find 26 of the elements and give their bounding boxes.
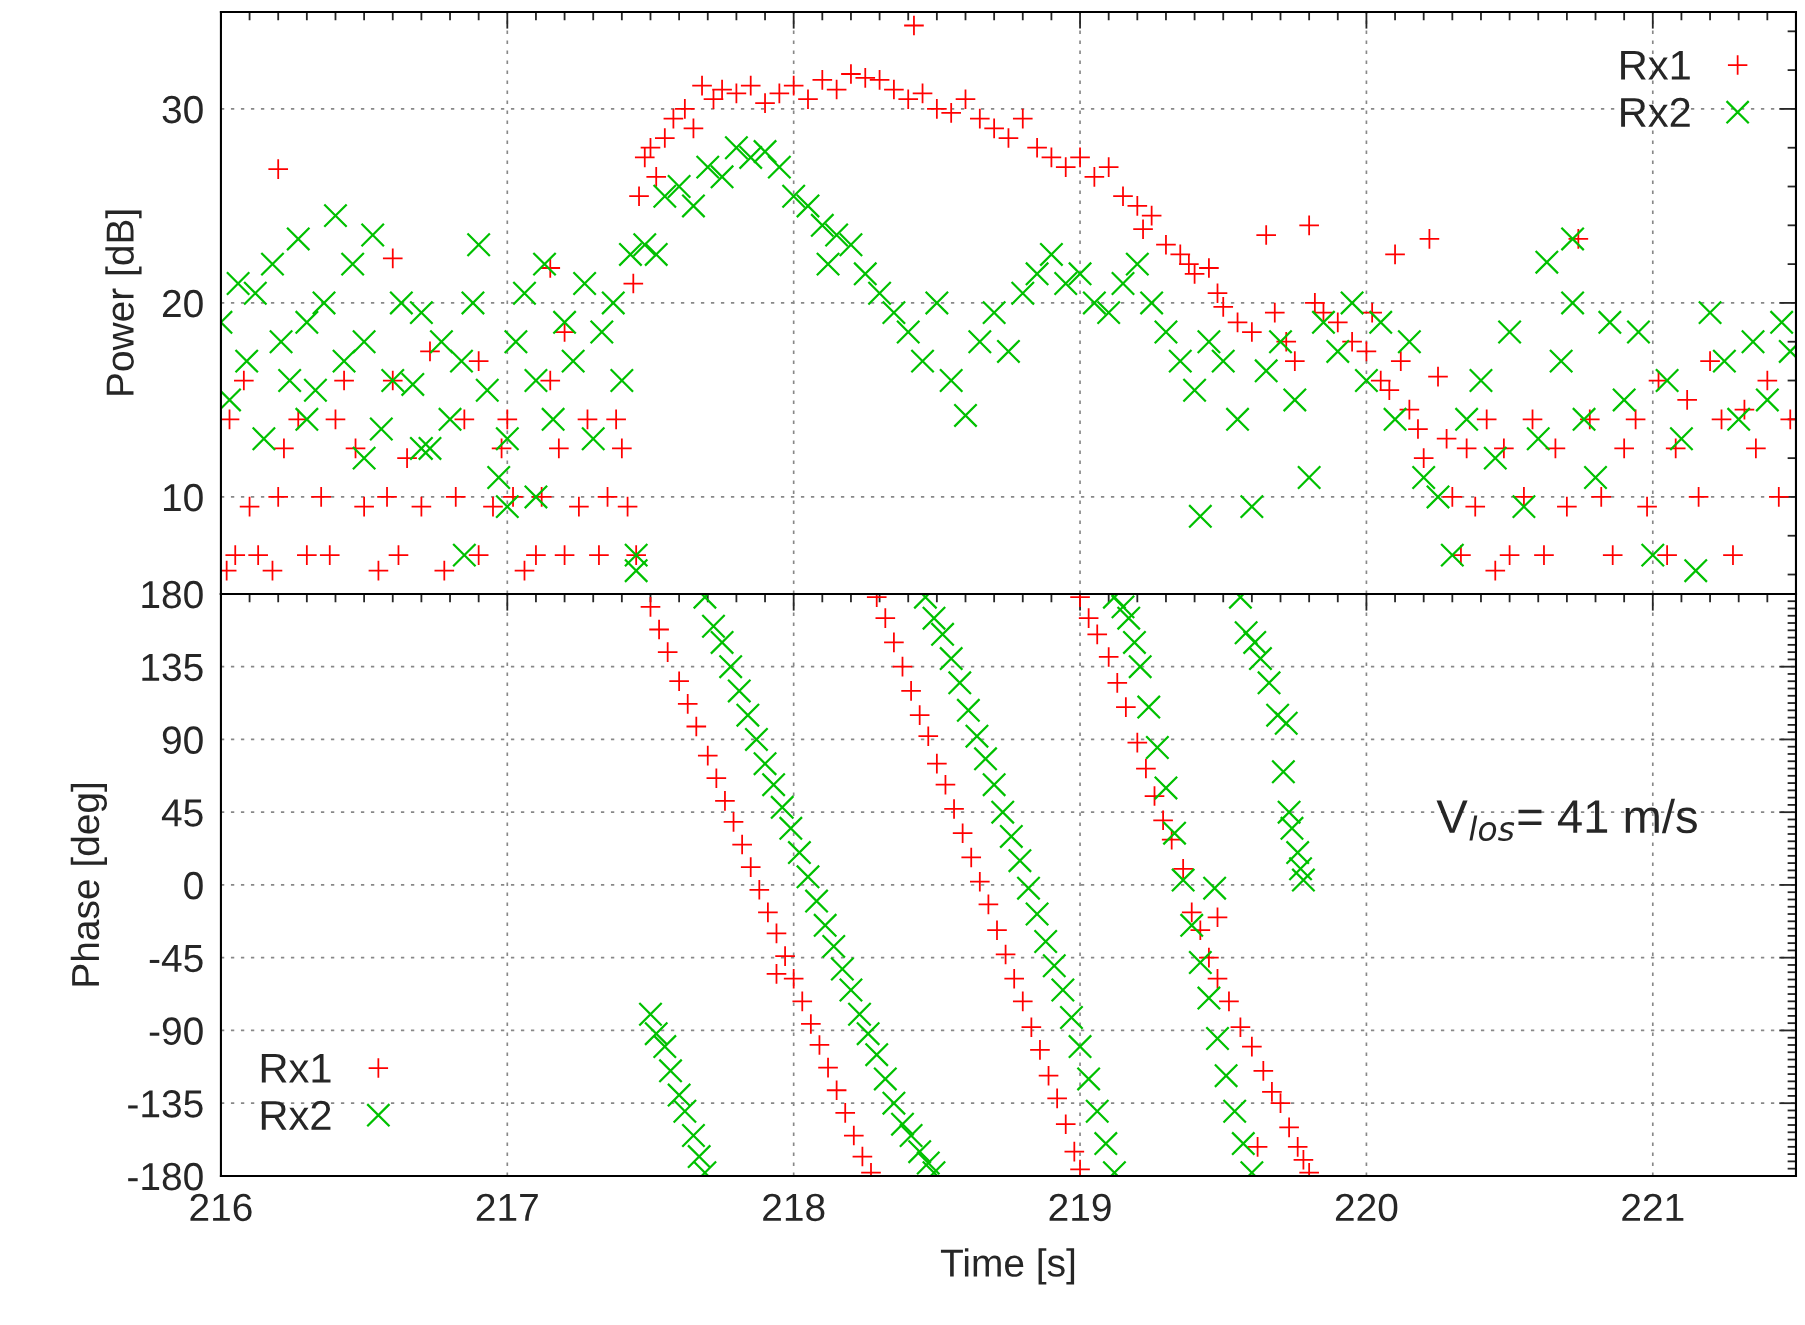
y-tick-label: -180 [128,1162,203,1191]
x-axis-title: Time [s] [940,1248,1075,1285]
x-tick-label: 216 [190,1193,252,1222]
y-tick-label: 0 [184,871,203,900]
legend-label: Rx1 [1621,50,1690,80]
y-axis-title: Power [dB] [105,210,142,395]
y-tick-label: -45 [149,945,203,973]
x-tick-label: 219 [1049,1193,1111,1222]
y-tick-label: 45 [161,799,203,827]
legend-label: Rx2 [261,1100,331,1130]
x-tick-label: 218 [763,1193,825,1222]
y-tick-label: 180 [142,580,203,609]
y-axis-title: Phase [deg] [70,783,107,986]
legend-label: Rx2 [1621,97,1690,127]
annotation: V$_{los}$= 41 m/s [1436,798,1697,842]
y-tick-label: 135 [142,653,203,682]
legend-label: Rx1 [261,1053,331,1083]
y-tick-label: -90 [149,1017,203,1045]
y-tick-label: 10 [163,483,203,512]
y-tick-label: 30 [162,95,203,124]
x-tick-label: 220 [1335,1193,1398,1222]
y-tick-label: 20 [162,289,203,318]
y-tick-label: 90 [162,726,203,754]
x-tick-label: 221 [1622,1193,1684,1221]
x-tick-label: 217 [476,1193,538,1221]
y-tick-label: -135 [128,1090,203,1118]
